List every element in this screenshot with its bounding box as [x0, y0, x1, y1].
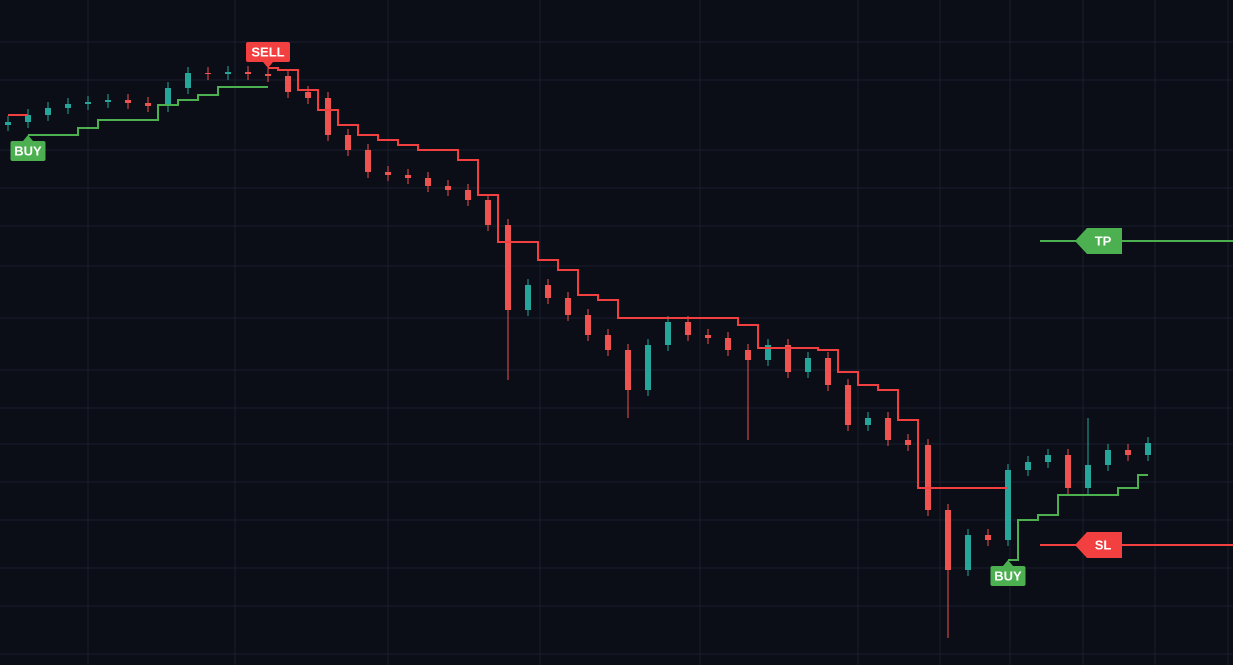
- signal-label: BUY: [994, 568, 1022, 583]
- candle-body: [45, 108, 51, 115]
- candle-body: [685, 322, 691, 335]
- candle-body: [5, 122, 11, 125]
- signal-box: [246, 42, 290, 62]
- candle-body: [465, 190, 471, 200]
- signal-box: [990, 566, 1026, 586]
- candle-body: [625, 350, 631, 390]
- candle-body: [565, 298, 571, 315]
- candle-body: [405, 175, 411, 178]
- candle-body: [165, 88, 171, 106]
- candle-body: [1025, 462, 1031, 470]
- candle-body: [865, 418, 871, 425]
- candle-body: [445, 186, 451, 190]
- candle-body: [785, 345, 791, 372]
- candle-body: [825, 358, 831, 385]
- candle-body: [205, 73, 211, 74]
- signal-marker: [263, 62, 273, 68]
- candle-body: [1105, 450, 1111, 465]
- candle-body: [285, 76, 291, 92]
- candle-body: [225, 72, 231, 74]
- candle-body: [425, 178, 431, 186]
- candle-body: [905, 440, 911, 445]
- candle-body: [265, 74, 271, 76]
- candle-body: [805, 358, 811, 372]
- candle-body: [1065, 455, 1071, 488]
- candle-body: [1145, 443, 1151, 455]
- candle-body: [605, 335, 611, 350]
- candle-body: [65, 104, 71, 108]
- candle-body: [1125, 450, 1131, 455]
- candle-body: [725, 338, 731, 350]
- candle-body: [705, 335, 711, 338]
- candle-body: [25, 115, 31, 122]
- candle-body: [525, 285, 531, 310]
- candle-body: [245, 72, 251, 74]
- trend-line: [8, 67, 1008, 489]
- candle-body: [925, 445, 931, 510]
- candle-body: [885, 418, 891, 440]
- candle-body: [365, 150, 371, 172]
- signal-label: BUY: [14, 143, 42, 158]
- signal-marker: [1003, 560, 1013, 566]
- candle-body: [325, 98, 331, 135]
- candle-body: [185, 73, 191, 88]
- candle-body: [585, 315, 591, 335]
- candle-body: [145, 103, 151, 106]
- signal-box: [10, 141, 46, 161]
- level-tag: [1075, 532, 1122, 558]
- candle-body: [485, 200, 491, 225]
- level-label: TP: [1095, 233, 1112, 248]
- signal-marker: [23, 135, 33, 141]
- level-tag: [1075, 228, 1122, 254]
- candle-body: [745, 350, 751, 360]
- level-label: SL: [1095, 537, 1112, 552]
- candle-body: [305, 92, 311, 98]
- signal-label: SELL: [251, 44, 284, 59]
- candle-body: [85, 102, 91, 104]
- trend-line: [28, 86, 1148, 561]
- candle-body: [665, 322, 671, 345]
- candle-body: [385, 172, 391, 175]
- candle-body: [1005, 470, 1011, 540]
- candle-body: [985, 535, 991, 540]
- candle-body: [1045, 455, 1051, 462]
- candle-body: [105, 100, 111, 102]
- candle-body: [505, 225, 511, 310]
- candle-body: [545, 285, 551, 298]
- candle-body: [1085, 465, 1091, 488]
- candle-body: [965, 535, 971, 570]
- candle-body: [945, 510, 951, 570]
- candle-body: [765, 345, 771, 360]
- candle-body: [645, 345, 651, 390]
- candle-body: [845, 385, 851, 425]
- candle-body: [345, 135, 351, 150]
- candle-body: [125, 100, 131, 103]
